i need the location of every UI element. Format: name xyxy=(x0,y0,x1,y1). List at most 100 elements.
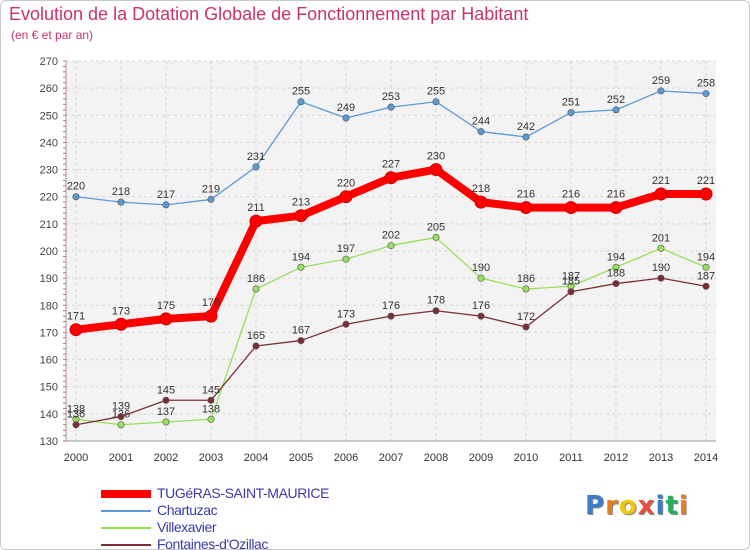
data-label: 244 xyxy=(472,116,490,128)
data-point xyxy=(207,396,215,404)
y-tick-label: 170 xyxy=(40,327,58,339)
data-point xyxy=(609,201,623,215)
data-label: 178 xyxy=(427,295,445,307)
data-label: 230 xyxy=(427,151,445,163)
data-point xyxy=(477,128,485,136)
chart-subtitle: (en € et par an) xyxy=(11,28,94,42)
y-tick-label: 130 xyxy=(40,436,58,448)
data-point xyxy=(204,309,218,323)
data-point xyxy=(117,198,125,206)
data-label: 218 xyxy=(472,183,490,195)
data-point xyxy=(654,187,668,201)
x-tick-label: 2004 xyxy=(244,452,268,464)
data-point xyxy=(432,233,440,241)
x-tick-label: 2007 xyxy=(379,452,403,464)
x-tick-label: 2006 xyxy=(334,452,358,464)
data-point xyxy=(387,103,395,111)
data-point xyxy=(702,263,710,271)
data-point xyxy=(207,195,215,203)
x-tick-label: 2012 xyxy=(604,452,628,464)
data-label: 186 xyxy=(247,273,265,285)
data-point xyxy=(612,263,620,271)
data-point xyxy=(69,323,83,337)
data-label: 138 xyxy=(67,403,85,415)
data-point xyxy=(657,87,665,95)
x-tick-label: 2008 xyxy=(424,452,448,464)
data-point xyxy=(297,98,305,106)
data-label: 197 xyxy=(337,243,355,255)
logo-letter: P xyxy=(585,491,606,521)
data-point xyxy=(432,98,440,106)
data-label: 249 xyxy=(337,102,355,114)
data-label: 187 xyxy=(562,270,580,282)
data-label: 259 xyxy=(652,75,670,87)
data-point xyxy=(117,421,125,429)
y-tick-label: 210 xyxy=(40,219,58,231)
data-label: 258 xyxy=(697,78,715,90)
data-point xyxy=(387,242,395,250)
x-tick-label: 2011 xyxy=(559,452,583,464)
legend-swatch xyxy=(101,544,151,546)
data-point xyxy=(702,90,710,98)
data-point xyxy=(339,190,353,204)
data-label: 201 xyxy=(652,232,670,244)
data-label: 145 xyxy=(157,384,175,396)
legend-label: Chartuzac xyxy=(157,502,218,518)
data-point xyxy=(522,133,530,141)
data-point xyxy=(252,342,260,350)
x-tick-label: 2013 xyxy=(649,452,673,464)
logo-letter: i xyxy=(678,491,689,521)
data-label: 173 xyxy=(112,305,130,317)
data-point xyxy=(522,323,530,331)
data-point xyxy=(519,201,533,215)
data-label: 255 xyxy=(292,86,310,98)
legend-swatch xyxy=(101,510,151,512)
y-tick-label: 150 xyxy=(40,382,58,394)
data-label: 185 xyxy=(562,276,580,288)
logo-letter: r xyxy=(605,491,619,521)
data-label: 136 xyxy=(67,409,85,421)
data-label: 194 xyxy=(292,251,310,263)
data-label: 165 xyxy=(247,330,265,342)
proxiti-logo: Proxiti xyxy=(585,491,689,521)
y-tick-label: 240 xyxy=(40,137,58,149)
y-tick-label: 250 xyxy=(40,110,58,122)
data-label: 176 xyxy=(382,300,400,312)
data-label: 227 xyxy=(382,159,400,171)
data-label: 211 xyxy=(247,202,265,214)
data-point xyxy=(294,209,308,223)
data-label: 251 xyxy=(562,97,580,109)
data-label: 202 xyxy=(382,230,400,242)
data-point xyxy=(252,285,260,293)
data-point xyxy=(249,214,263,228)
data-label: 186 xyxy=(517,273,535,285)
x-tick-label: 2014 xyxy=(694,452,718,464)
data-label: 175 xyxy=(157,300,175,312)
data-label: 217 xyxy=(157,189,175,201)
data-label: 220 xyxy=(67,181,85,193)
data-label: 172 xyxy=(517,311,535,323)
data-point xyxy=(114,317,128,331)
legend-label: Villexavier xyxy=(157,519,217,535)
data-label: 176 xyxy=(202,297,220,309)
data-point xyxy=(162,396,170,404)
data-point xyxy=(72,193,80,201)
data-point xyxy=(477,274,485,282)
data-label: 205 xyxy=(427,221,445,233)
y-tick-label: 220 xyxy=(40,192,58,204)
data-point xyxy=(702,282,710,290)
data-label: 190 xyxy=(652,262,670,274)
data-point xyxy=(342,255,350,263)
y-tick-label: 260 xyxy=(40,83,58,95)
data-label: 218 xyxy=(112,186,130,198)
data-label: 231 xyxy=(247,151,265,163)
data-label: 219 xyxy=(202,183,220,195)
data-label: 173 xyxy=(337,308,355,320)
data-point xyxy=(657,244,665,252)
x-tick-label: 2009 xyxy=(469,452,493,464)
data-point xyxy=(522,285,530,293)
data-point xyxy=(162,418,170,426)
legend-label: TUGéRAS-SAINT-MAURICE xyxy=(157,485,330,501)
data-point xyxy=(117,413,125,421)
